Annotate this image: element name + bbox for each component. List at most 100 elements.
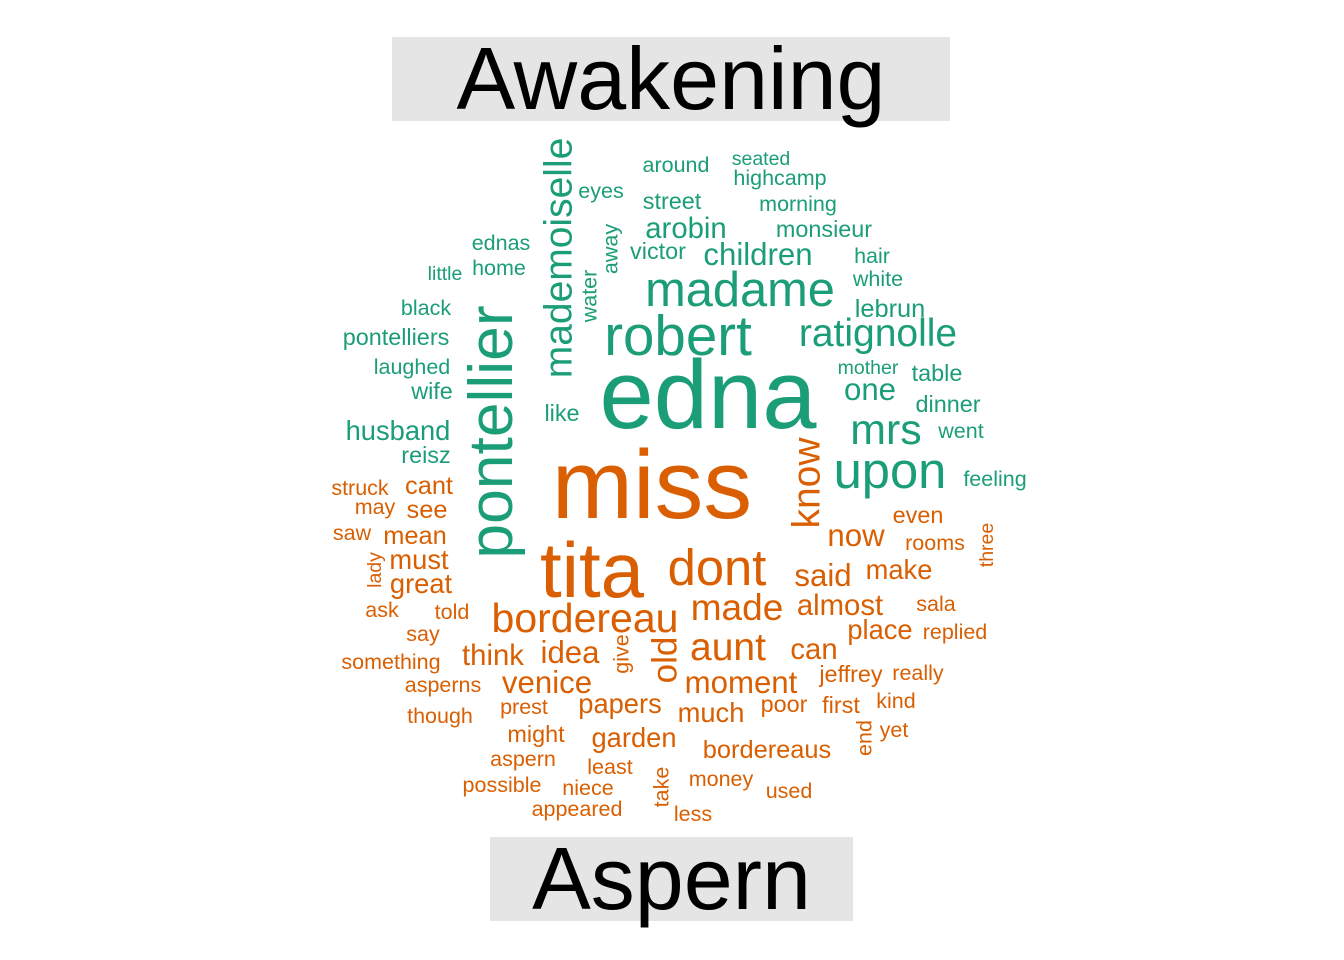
word-dont: dont [668, 539, 767, 596]
group-label-awakening: Awakening [392, 29, 950, 128]
word-pontellier: pontellier [457, 305, 526, 558]
word-eyes: eyes [578, 179, 623, 203]
group-label-aspern: Aspern [490, 829, 853, 928]
word-mother: mother [838, 357, 899, 379]
word-niece: niece [562, 776, 613, 800]
word-ratignolle: ratignolle [799, 312, 957, 355]
word-upon: upon [834, 442, 947, 499]
word-rooms: rooms [905, 531, 965, 555]
word-saw: saw [333, 521, 372, 545]
word-prest: prest [500, 695, 548, 719]
word-highcamp: highcamp [733, 166, 826, 190]
word-might: might [507, 721, 565, 747]
word-least: least [587, 755, 632, 779]
word-appeared: appeared [532, 797, 623, 821]
word-moment: moment [685, 665, 798, 700]
word-much: much [678, 697, 745, 728]
word-away: away [599, 224, 623, 274]
word-possible: possible [463, 773, 542, 797]
word-now: now [827, 518, 885, 553]
word-know: know [786, 437, 829, 529]
word-bordereau: bordereau [492, 595, 679, 641]
word-end: end [853, 720, 877, 756]
word-something: something [341, 650, 440, 674]
word-may: may [355, 495, 396, 519]
word-jeffrey: jeffrey [818, 661, 883, 687]
word-almost: almost [797, 589, 883, 622]
word-garden: garden [592, 722, 677, 753]
word-sala: sala [916, 592, 955, 616]
word-kind: kind [876, 689, 915, 713]
word-great: great [390, 568, 453, 599]
word-miss: miss [552, 430, 752, 539]
word-really: really [892, 661, 944, 685]
word-one: one [844, 372, 896, 407]
word-mean: mean [383, 522, 447, 550]
word-home: home [472, 256, 526, 280]
word-struck: struck [331, 476, 389, 500]
word-hair: hair [854, 244, 890, 268]
word-papers: papers [578, 688, 661, 719]
word-around: around [643, 153, 710, 177]
word-went: went [937, 419, 983, 443]
word-reisz: reisz [401, 442, 450, 468]
word-street: street [643, 188, 702, 214]
word-ednas: ednas [472, 231, 531, 255]
word-place: place [847, 614, 912, 645]
word-children: children [703, 237, 812, 272]
word-old: old [645, 637, 684, 684]
word-aspern: aspern [490, 747, 556, 771]
word-monsieur: monsieur [776, 216, 872, 242]
word-edna: edna [600, 340, 818, 449]
word-used: used [766, 779, 813, 803]
word-bordereaus: bordereaus [703, 736, 831, 764]
word-white: white [852, 267, 903, 291]
word-see: see [407, 496, 448, 524]
word-give: give [610, 634, 634, 673]
word-arobin: arobin [645, 212, 726, 245]
word-mademoiselle: mademoiselle [538, 138, 581, 379]
word-water: water [578, 270, 602, 324]
word-morning: morning [759, 192, 837, 216]
word-pontelliers: pontelliers [343, 324, 450, 350]
word-made: made [691, 587, 784, 628]
word-victor: victor [630, 238, 686, 264]
word-replied: replied [923, 620, 988, 644]
word-black: black [401, 296, 451, 320]
word-can: can [790, 633, 837, 666]
word-lady: lady [364, 552, 386, 588]
word-laughed: laughed [374, 355, 451, 379]
word-less: less [674, 802, 712, 826]
word-first: first [822, 692, 860, 718]
word-told: told [435, 600, 470, 624]
word-wife: wife [410, 378, 453, 404]
word-lebrun: lebrun [855, 295, 926, 323]
word-husband: husband [346, 415, 451, 446]
word-madame: madame [645, 263, 835, 317]
word-cant: cant [405, 472, 453, 500]
word-money: money [689, 767, 754, 791]
word-asperns: asperns [405, 673, 482, 697]
word-seated: seated [732, 148, 791, 170]
word-three: three [976, 523, 998, 567]
word-like: like [544, 400, 579, 426]
word-say: say [406, 622, 440, 646]
word-idea: idea [541, 635, 601, 670]
word-table: table [912, 360, 963, 386]
word-take: take [650, 767, 674, 808]
word-venice: venice [502, 665, 592, 700]
word-must: must [389, 544, 449, 575]
word-think: think [462, 639, 524, 672]
word-yet: yet [880, 718, 909, 742]
word-make: make [866, 554, 933, 585]
word-ask: ask [365, 598, 399, 622]
word-though: though [407, 704, 473, 728]
word-mrs: mrs [850, 406, 921, 454]
word-tita: tita [540, 526, 645, 614]
word-even: even [893, 502, 944, 528]
word-feeling: feeling [963, 467, 1026, 491]
word-robert: robert [604, 304, 752, 367]
word-said: said [794, 558, 851, 593]
word-dinner: dinner [915, 391, 980, 417]
